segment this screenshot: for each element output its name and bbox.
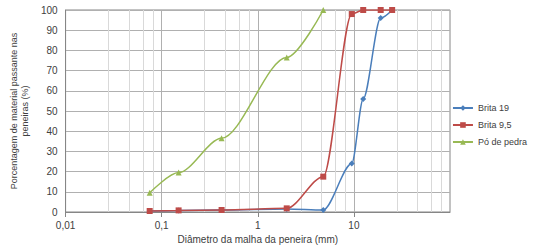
- svg-text:70: 70: [46, 65, 58, 76]
- svg-text:90: 90: [46, 25, 58, 36]
- svg-text:10: 10: [46, 186, 58, 197]
- svg-text:Brita 19: Brita 19: [478, 103, 509, 113]
- svg-text:Pó de pedra: Pó de pedra: [478, 137, 527, 147]
- svg-text:40: 40: [46, 126, 58, 137]
- svg-text:50: 50: [46, 106, 58, 117]
- svg-text:10: 10: [348, 220, 360, 231]
- svg-text:0,1: 0,1: [155, 220, 169, 231]
- svg-text:Brita 9,5: Brita 9,5: [478, 120, 512, 130]
- svg-text:30: 30: [46, 146, 58, 157]
- svg-text:100: 100: [41, 5, 58, 16]
- svg-text:1: 1: [255, 220, 261, 231]
- svg-text:0,01: 0,01: [56, 220, 76, 231]
- svg-text:0: 0: [52, 207, 58, 218]
- svg-text:60: 60: [46, 85, 58, 96]
- svg-text:20: 20: [46, 166, 58, 177]
- svg-text:peneiras (%): peneiras (%): [20, 85, 30, 136]
- svg-text:80: 80: [46, 45, 58, 56]
- svg-text:Diâmetro da malha da peneira (: Diâmetro da malha da peneira (mm): [177, 234, 338, 245]
- svg-text:Porcentagem de material passan: Porcentagem de material passante nas: [9, 32, 19, 189]
